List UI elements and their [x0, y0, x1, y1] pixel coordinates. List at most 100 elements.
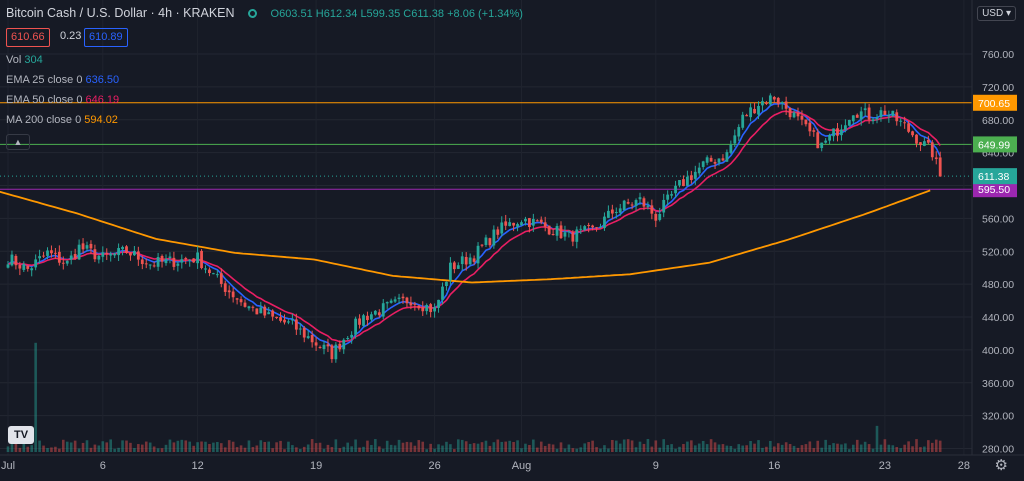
ema50-legend[interactable]: EMA 50 close 0 646.19: [6, 94, 120, 106]
candle-body: [607, 210, 610, 218]
candle-body: [354, 318, 357, 335]
candle-body: [938, 157, 942, 177]
volume-bar: [457, 439, 460, 452]
settings-gear-icon[interactable]: ⚙: [994, 457, 1008, 474]
candle-body: [705, 157, 709, 163]
candle-body: [737, 127, 741, 137]
time-tick-label: 6: [100, 460, 106, 472]
sell-button[interactable]: 610.66: [6, 28, 50, 47]
candle-body: [358, 318, 361, 325]
candle-body: [528, 218, 531, 228]
volume-bar: [18, 447, 22, 452]
volume-bar: [374, 439, 377, 452]
candle-body: [109, 253, 113, 256]
volume-bar: [366, 440, 369, 452]
candle-body: [784, 101, 788, 109]
volume-bar: [879, 444, 883, 452]
volume-bar: [532, 439, 535, 452]
volume-bar: [393, 445, 397, 452]
time-tick-label: 28: [958, 460, 970, 472]
volume-bar: [231, 441, 235, 452]
volume-legend[interactable]: Vol 304: [6, 54, 43, 66]
volume-bar: [156, 448, 160, 452]
chart-header: Bitcoin Cash / U.S. Dollar · 4h · KRAKEN…: [6, 6, 523, 20]
volume-bar: [295, 447, 298, 452]
price-tick-label: 400.00: [982, 345, 1014, 357]
candle-body: [215, 274, 219, 276]
candle-body: [267, 312, 271, 315]
candle-body: [520, 222, 523, 225]
candle-body: [682, 179, 685, 187]
buy-button[interactable]: 610.89: [84, 28, 128, 47]
price-axis: 280.00 320.00 360.00 400.00 440.00 480.00 520.…: [971, 0, 1014, 456]
open-value: O603.51: [270, 8, 313, 20]
candle-body: [488, 238, 492, 246]
candle-body: [496, 229, 500, 235]
volume-bar: [180, 439, 184, 452]
candle-body: [891, 110, 895, 116]
candle-body: [725, 152, 729, 162]
collapse-legend-button[interactable]: ▲: [6, 134, 30, 150]
volume-bar: [615, 440, 618, 452]
candle-body: [539, 219, 543, 223]
candle-body: [583, 226, 587, 231]
candle-body: [362, 315, 365, 326]
candle-body: [389, 300, 393, 303]
volume-bar: [97, 445, 101, 452]
volume-bar: [129, 442, 132, 452]
volume-bar: [239, 445, 243, 452]
candle-body: [741, 114, 745, 128]
volume-bar: [370, 444, 373, 452]
candle-body: [776, 97, 780, 104]
volume-bar: [480, 442, 484, 452]
volume-bar: [144, 441, 148, 452]
candle-body: [42, 255, 45, 257]
volume-bar: [788, 444, 792, 452]
candle-body: [243, 302, 247, 307]
candle-body: [911, 131, 914, 136]
candle-body: [144, 263, 148, 265]
candle-body: [563, 232, 567, 237]
candle-body: [907, 123, 910, 132]
candle-body: [452, 262, 456, 270]
candle-body: [73, 253, 77, 259]
volume-bar: [607, 448, 610, 452]
candle-body: [808, 122, 812, 132]
volume-bar: [603, 445, 606, 452]
volume-bar: [488, 445, 492, 452]
candle-body: [844, 125, 847, 130]
candle-body: [926, 139, 930, 143]
volume-bar: [283, 449, 286, 452]
volume-bar: [634, 447, 638, 452]
candle-body: [788, 108, 792, 118]
candle-body: [148, 264, 152, 266]
volume-bar: [753, 443, 756, 452]
ma200-legend[interactable]: MA 200 close 0 594.02: [6, 114, 118, 126]
symbol-title: Bitcoin Cash / U.S. Dollar · 4h · KRAKEN: [6, 6, 235, 20]
candle-body: [393, 299, 397, 302]
volume-bar: [871, 448, 875, 452]
time-tick-label: 19: [310, 460, 322, 472]
volume-bars: [6, 342, 942, 452]
last-price-box: [973, 168, 1017, 185]
moving-average-lines: [0, 102, 941, 349]
candle-body: [449, 262, 452, 281]
volume-bar: [460, 439, 464, 452]
candle-body: [409, 302, 413, 306]
volume-bar: [563, 448, 567, 452]
volume-bar: [891, 445, 895, 452]
volume-bar: [441, 445, 444, 452]
ema25-legend[interactable]: EMA 25 close 0 636.50: [6, 74, 120, 86]
candle-body: [456, 265, 460, 269]
volume-bar: [105, 442, 109, 452]
ema50-value: 646.19: [85, 94, 120, 106]
time-tick-label: 16: [768, 460, 780, 472]
candle-body: [18, 265, 22, 269]
volume-bar: [172, 442, 176, 452]
candle-body: [65, 260, 69, 264]
candle-body: [38, 256, 41, 259]
ma200-line: [0, 189, 931, 284]
currency-selector[interactable]: USD ▾: [977, 6, 1016, 21]
volume-bar: [204, 441, 207, 452]
